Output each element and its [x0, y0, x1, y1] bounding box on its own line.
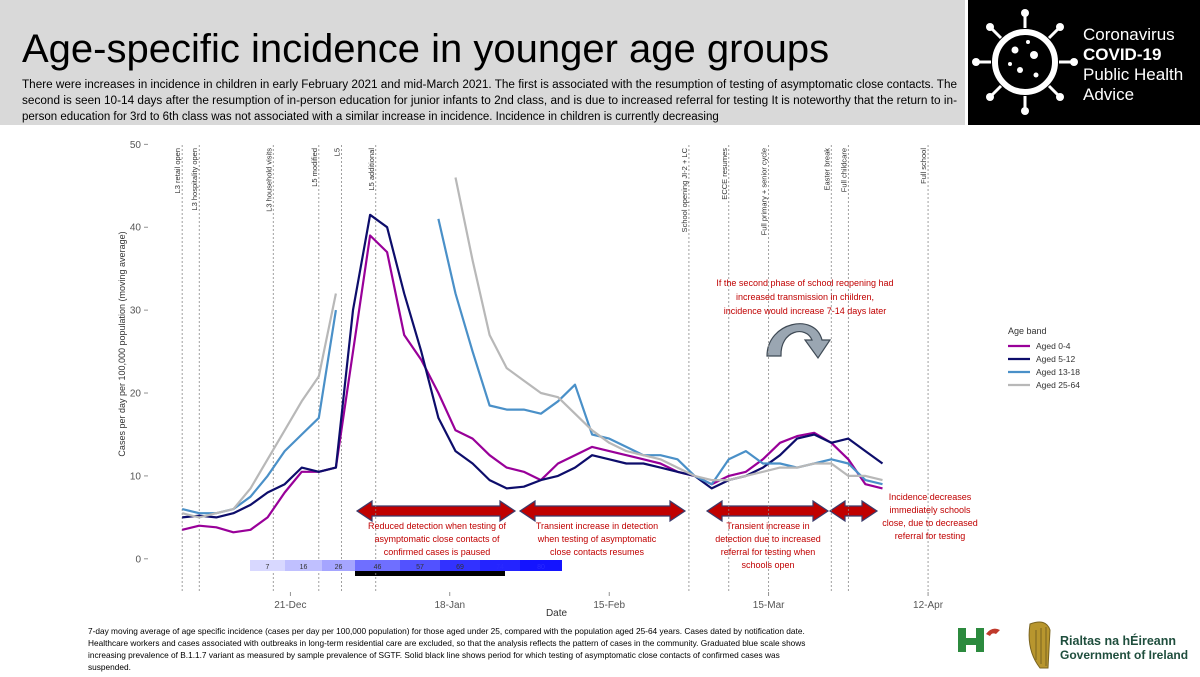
annotation-text: close, due to decreased — [882, 518, 978, 528]
event-label: L3 household visits — [264, 148, 273, 212]
event-label: Full primary + senior cycle — [760, 148, 769, 235]
footer-line: 7-day moving average of age specific inc… — [88, 626, 805, 636]
y-tick-label: 30 — [130, 306, 142, 317]
x-tick-label: 18-Jan — [434, 600, 465, 611]
annotation-text: Reduced detection when testing of — [368, 521, 507, 531]
event-label: L3 hospitality open — [190, 148, 199, 211]
event-label: School opening JI-2 + LC — [680, 147, 689, 232]
prevalence-box — [285, 560, 322, 571]
description-line: person education for 3rd to 6th class wa… — [22, 111, 719, 123]
description-line: second is seen 10-14 days after the resu… — [22, 95, 957, 107]
event-label: L3 retail open — [173, 148, 182, 193]
annotation-text: close contacts resumes — [550, 547, 645, 557]
prevalence-box — [250, 560, 285, 571]
prevalence-label: 80 — [537, 564, 545, 571]
annotation-arrows — [355, 499, 879, 523]
legend-label: Aged 13-18 — [1036, 367, 1080, 377]
annotation-text: schools open — [741, 560, 794, 570]
logo-text: Public Health — [1083, 65, 1183, 84]
legend-label: Aged 5-12 — [1036, 354, 1075, 364]
prevalence-box — [440, 560, 480, 571]
event-label: Easter break — [822, 148, 831, 191]
y-axis-label: Cases per day per 100,000 population (mo… — [117, 231, 127, 456]
annotation-text: Transient increase in detection — [536, 521, 658, 531]
event-label: ECCE resumes — [720, 148, 729, 200]
footer-line: increasing prevalence of B.1.1.7 variant… — [88, 650, 780, 660]
suspension-bar — [355, 571, 505, 576]
logo-box — [968, 0, 1200, 125]
prevalence-box — [322, 560, 355, 571]
annotation-text: If the second phase of school reopening … — [716, 278, 893, 288]
prevalence-label: 69 — [456, 564, 464, 571]
government-text: Rialtas na hÉireann — [1060, 633, 1176, 648]
y-tick-label: 0 — [135, 554, 141, 565]
prevalence-label: 26 — [335, 564, 343, 571]
y-tick-label: 50 — [130, 140, 142, 151]
prevalence-label: 74 — [496, 564, 504, 571]
prevalence-label: 16 — [300, 564, 308, 571]
prevalence-label: 46 — [374, 564, 382, 571]
y-tick-label: 10 — [130, 471, 142, 482]
legend-title: Age band — [1008, 326, 1047, 336]
annotation-text: immediately schools — [889, 505, 971, 515]
prevalence-box — [480, 560, 520, 571]
prevalence-box — [400, 560, 440, 571]
event-label: L5 modified — [310, 148, 319, 187]
harp-logo — [1028, 621, 1051, 669]
header-band — [0, 0, 965, 125]
series-line — [181, 234, 883, 534]
x-axis-label: Date — [546, 608, 568, 619]
annotation-text: asymptomatic close contacts of — [374, 534, 500, 544]
event-label: Full school — [919, 148, 928, 184]
description-line: There were increases in incidence in chi… — [22, 79, 957, 91]
event-label: L5 — [333, 148, 342, 156]
annotation-text: increased transmission in children, — [736, 292, 874, 302]
annotation-text: incidence would increase 7-14 days later — [724, 306, 887, 316]
annotation-text: detection due to increased — [715, 534, 821, 544]
prevalence-box — [520, 560, 562, 571]
footer-line: suspended. — [88, 662, 131, 672]
prevalence-box — [355, 560, 400, 571]
event-label: Full childcare — [839, 148, 848, 192]
legend-label: Aged 0-4 — [1036, 341, 1071, 351]
event-label: L5 additional — [367, 148, 376, 191]
slide-title: Age-specific incidence in younger age gr… — [22, 27, 829, 71]
curved-arrow — [766, 323, 832, 360]
footer-line: Healthcare workers and cases associated … — [88, 638, 805, 648]
y-tick-label: 20 — [130, 389, 142, 400]
annotation-text: referral for testing — [895, 531, 966, 541]
logo-text: Advice — [1083, 85, 1134, 104]
x-tick-label: 15-Feb — [593, 600, 625, 611]
logo-text: COVID-19 — [1083, 45, 1161, 64]
annotation-text: when testing of asymptomatic — [537, 534, 657, 544]
government-text: Government of Ireland — [1060, 648, 1188, 662]
y-tick-label: 40 — [130, 223, 142, 234]
x-tick-label: 21-Dec — [274, 600, 306, 611]
annotation-text: Transient increase in — [726, 521, 809, 531]
series-line — [181, 177, 883, 519]
x-tick-label: 15-Mar — [753, 600, 785, 611]
logo-text: Coronavirus — [1083, 25, 1175, 44]
legend-label: Aged 25-64 — [1036, 380, 1080, 390]
prevalence-label: 7 — [266, 564, 270, 571]
annotation-text: Incidence decreases — [889, 492, 972, 502]
prevalence-label: 57 — [416, 564, 424, 571]
virus-icon — [972, 9, 1078, 115]
x-tick-label: 12-Apr — [913, 600, 944, 611]
hse-logo — [958, 628, 1000, 652]
annotation-text: referral for testing when — [721, 547, 816, 557]
annotation-text: confirmed cases is paused — [384, 547, 491, 557]
series-line — [182, 213, 884, 519]
